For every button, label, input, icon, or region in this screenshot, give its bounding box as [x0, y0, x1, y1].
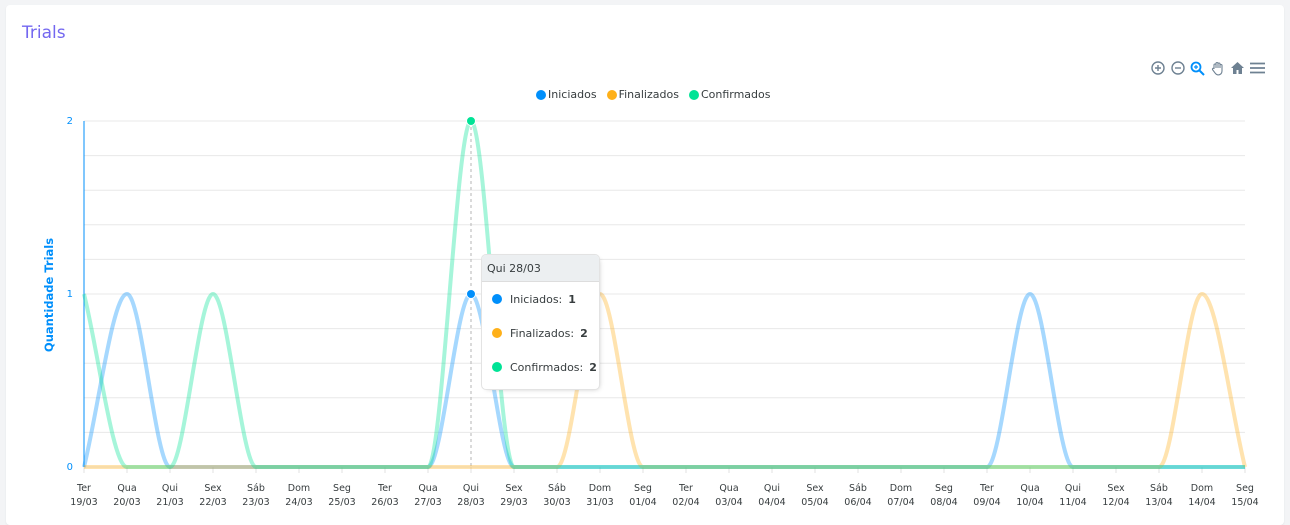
zoom-in-icon[interactable] [1149, 60, 1166, 77]
x-tick-label-day: Qua [719, 483, 738, 494]
x-tick-label-day: Qua [117, 483, 136, 494]
menu-icon[interactable] [1249, 60, 1266, 77]
x-tick-label-date: 03/04 [715, 497, 742, 508]
tooltip-value: 2 [589, 360, 597, 374]
card-title: Trials [22, 23, 66, 43]
x-tick-label-date: 07/04 [887, 497, 914, 508]
legend-label-finalizados: Finalizados [618, 88, 679, 101]
series-line-finalizados [83, 292, 1247, 470]
home-reset-icon[interactable] [1229, 60, 1246, 77]
x-tick-label-day: Sex [1107, 483, 1125, 494]
x-tick-label-day: Dom [890, 483, 912, 494]
x-tick-label-date: 04/04 [758, 497, 785, 508]
x-tick-label-day: Sex [806, 483, 824, 494]
x-tick-label-date: 14/04 [1188, 497, 1215, 508]
x-tick-label-date: 01/04 [629, 497, 656, 508]
tooltip-value: 1 [568, 292, 576, 306]
x-tick-label-day: Qui [1065, 483, 1081, 494]
x-tick-label-date: 26/03 [371, 497, 398, 508]
x-tick-label-date: 29/03 [500, 497, 527, 508]
x-tick-label-date: 23/03 [242, 497, 269, 508]
x-tick-label-date: 06/04 [844, 497, 871, 508]
x-tick-label-day: Sáb [1150, 483, 1168, 494]
trials-card: Trials Iniciados Finalizados [6, 5, 1284, 525]
x-tick-label-date: 25/03 [328, 497, 355, 508]
x-tick-label-day: Qua [1020, 483, 1039, 494]
tooltip-label: Finalizados: [510, 326, 575, 340]
x-tick-label-date: 21/03 [156, 497, 183, 508]
series-line-iniciados [82, 292, 1245, 470]
legend-label-confirmados: Confirmados [700, 88, 771, 101]
x-tick-label-date: 24/03 [285, 497, 312, 508]
tooltip-title: Qui 28/03 [482, 255, 599, 282]
legend-marker-iniciados [536, 89, 546, 100]
x-tick-label-date: 15/04 [1231, 497, 1258, 508]
x-tick-label-date: 31/03 [586, 497, 613, 508]
x-tick-label-day: Sáb [548, 483, 566, 494]
tooltip-row-finalizados: Finalizados: 2 [482, 316, 599, 350]
legend-label-iniciados: Iniciados [548, 88, 597, 101]
x-tick-label-day: Sáb [247, 483, 265, 494]
x-tick-label-day: Dom [1191, 483, 1213, 494]
y-tick-label: 0 [67, 462, 73, 473]
x-tick-label-day: Seg [1236, 483, 1254, 494]
y-tick-label: 2 [67, 116, 73, 127]
legend-marker-finalizados [606, 89, 617, 100]
x-tick-label-day: Seg [634, 483, 652, 494]
x-tick-label-day: Qui [162, 483, 178, 494]
selection-zoom-icon[interactable] [1189, 60, 1206, 77]
x-tick-label-date: 20/03 [113, 497, 140, 508]
tooltip-value: 2 [580, 326, 588, 340]
x-tick-label-date: 19/03 [70, 497, 97, 508]
legend-item-finalizados[interactable]: Finalizados [606, 88, 679, 101]
x-tick-label-day: Sex [505, 483, 523, 494]
zoom-out-icon[interactable] [1169, 60, 1186, 77]
hover-marker-iniciados [466, 289, 476, 299]
x-tick-label-day: Qua [418, 483, 437, 494]
chart-tooltip: Qui 28/03 Iniciados: 1 Finalizados: 2 Co… [481, 254, 600, 390]
chart-legend: Iniciados Finalizados Confirmados [536, 88, 770, 101]
x-tick-label-day: Ter [979, 483, 994, 494]
x-tick-label-day: Dom [589, 483, 611, 494]
tooltip-label: Confirmados: [510, 360, 584, 374]
x-tick-label-date: 30/03 [543, 497, 570, 508]
tooltip-marker-finalizados [492, 328, 502, 338]
tooltip-label: Iniciados: [510, 292, 563, 306]
x-tick-label-date: 10/04 [1016, 497, 1043, 508]
x-tick-label-day: Seg [935, 483, 953, 494]
chart-toolbar [1149, 59, 1266, 77]
tooltip-marker-confirmados [492, 362, 502, 372]
x-tick-label-date: 09/04 [973, 497, 1000, 508]
x-tick-label-date: 28/03 [457, 497, 484, 508]
legend-marker-confirmados [688, 89, 699, 100]
x-tick-label-day: Seg [333, 483, 351, 494]
x-tick-label-date: 12/04 [1102, 497, 1129, 508]
tooltip-marker-iniciados [492, 294, 502, 304]
x-tick-label-day: Dom [288, 483, 310, 494]
hover-marker-confirmados [466, 116, 476, 126]
x-tick-label-day: Ter [76, 483, 91, 494]
legend-item-iniciados[interactable]: Iniciados [536, 88, 597, 101]
x-tick-label-day: Qui [463, 483, 479, 494]
legend-item-confirmados[interactable]: Confirmados [688, 88, 771, 101]
x-tick-label-date: 11/04 [1059, 497, 1086, 508]
x-tick-label-day: Qui [764, 483, 780, 494]
x-tick-label-day: Ter [377, 483, 392, 494]
tooltip-row-iniciados: Iniciados: 1 [482, 282, 599, 316]
x-tick-label-day: Ter [678, 483, 693, 494]
x-tick-label-day: Sex [204, 483, 222, 494]
y-tick-label: 1 [67, 289, 73, 300]
x-tick-label-date: 08/04 [930, 497, 957, 508]
tooltip-row-confirmados: Confirmados: 2 [482, 350, 599, 384]
x-tick-label-date: 13/04 [1145, 497, 1172, 508]
x-tick-label-date: 27/03 [414, 497, 441, 508]
x-tick-label-date: 05/04 [801, 497, 828, 508]
series-line-confirmados [82, 119, 1245, 470]
x-tick-label-date: 22/03 [199, 497, 226, 508]
x-tick-label-date: 02/04 [672, 497, 699, 508]
pan-hand-icon[interactable] [1209, 60, 1226, 77]
x-tick-label-day: Sáb [849, 483, 867, 494]
